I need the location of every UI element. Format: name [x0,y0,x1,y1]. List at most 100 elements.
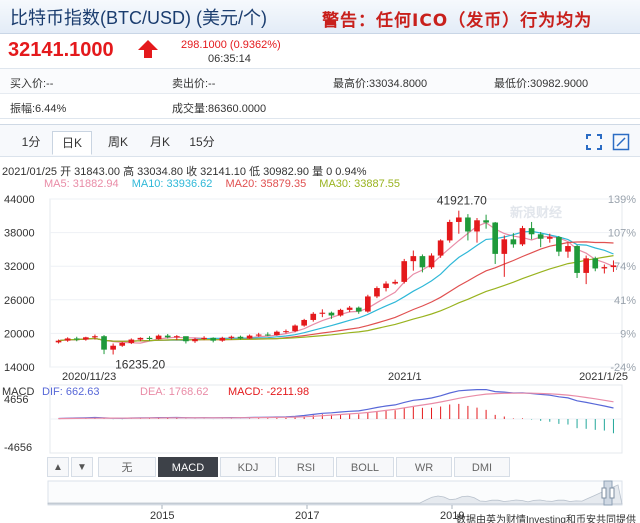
candle-body [455,217,462,222]
candle [328,311,335,319]
candle [146,336,153,341]
low-price: 最低价:30982.9000 [494,78,589,90]
candle [83,336,89,341]
indicator-kdj[interactable]: KDJ [220,457,276,477]
tab-weekly-k[interactable]: 周K [107,135,128,149]
candle-body [128,339,135,343]
pct-axis-label: 107% [608,228,636,240]
candle-body [537,234,544,239]
update-time: 06:35:14 [208,53,251,65]
candle-body [337,309,344,316]
indicator-wr[interactable]: WR [396,457,452,477]
candle [310,312,317,322]
candle-body [437,240,444,256]
pct-axis-label: 139% [608,194,636,206]
candle [355,306,362,314]
indicator-boll[interactable]: BOLL [336,457,394,477]
macd-value-label: MACD: -2211.98 [228,386,309,398]
candle [264,332,271,337]
timeline-year-label: 2017 [295,510,319,522]
candle-body [592,258,599,269]
candle-body [556,237,562,252]
tab-daily-k[interactable]: 日K [52,131,92,155]
candle-body [210,337,217,341]
candle [237,335,244,340]
price-change: 298.1000 (0.9362%) [181,39,281,51]
candle-body [319,312,326,314]
candle [246,334,253,339]
candle-body [164,335,171,338]
candle-body [110,345,116,350]
macd-axis-label: -4656 [4,442,32,454]
volume: 成交量:86360.0000 [172,103,267,115]
plot-area [49,198,623,368]
candle [183,336,189,344]
candle [537,232,544,248]
candle-body [173,336,180,338]
candlestick-chart[interactable]: 44000 38000 32000 26000 20000 14000 139% 107% 74… [0,191,640,455]
fullscreen-icon[interactable] [585,133,603,151]
bid-price: 买入价:-- [10,78,54,90]
candle [155,334,162,340]
candle [64,337,71,342]
tab-monthly-k[interactable]: 月K [149,135,170,149]
candle [428,253,435,269]
price-axis-label: 14000 [4,362,35,374]
page-title: 比特币指数(BTC/USD) (美元/个) [10,8,267,28]
candle-body [465,217,471,232]
timeline-year-label: 2019 [440,510,464,522]
candle-body [419,256,426,268]
candle-body [446,221,453,241]
candle [219,336,226,342]
date-label: 2020/11/23 [62,371,116,383]
macd-dea-label: DEA: 1768.62 [140,386,209,398]
candle-body [183,336,189,342]
candle [465,214,471,241]
indicator-dmi[interactable]: DMI [454,457,510,477]
candle-body [601,267,608,269]
macd-title: MACD [2,386,34,398]
candle-body [528,228,535,235]
ma10-label: MA10: 33936.62 [131,178,213,190]
candle-body [401,261,408,282]
pct-axis-label: -24% [610,362,636,374]
ma5-label: MA5: 31882.94 [44,178,119,190]
candle [474,218,480,243]
candle-body [83,337,89,340]
candle [101,335,107,355]
candle [301,318,307,327]
pct-axis-label: 74% [614,261,636,273]
indicator-macd[interactable]: MACD [158,457,218,477]
candle-body [283,331,289,333]
candle [337,308,344,317]
candle [365,294,371,313]
tab-15min[interactable]: 15分 [189,135,215,149]
settings-icon[interactable] [612,133,630,151]
stats-row: 振幅:6.44% 成交量:86360.0000 [0,94,640,119]
candle-body [392,281,398,284]
indicator-none[interactable]: 无 [98,457,156,477]
tab-1min[interactable]: 1分 [21,135,41,149]
candle-body [374,288,380,297]
date-label: 2021/1 [388,371,422,383]
candle [501,235,508,277]
indicator-rsi[interactable]: RSI [278,457,334,477]
candle-body [228,336,235,338]
candle-body [574,246,580,273]
nav-down-icon[interactable]: ▼ [71,457,93,477]
candle [419,254,426,273]
candle-body [155,335,162,339]
candle [164,333,171,339]
candle [592,256,599,272]
candle-body [192,339,198,342]
nav-up-icon[interactable]: ▲ [47,457,69,477]
candle-body [410,256,417,262]
timeline-area [47,484,623,505]
candle [228,335,235,340]
candle [92,334,98,340]
candle-body [55,340,62,343]
watermark-text: 新浪财经 [510,205,562,220]
stats-row: 买入价:-- 卖出价:-- 最高价:33034.8000 最低价:30982.9… [0,69,640,94]
timeline-handle-right [609,487,615,499]
